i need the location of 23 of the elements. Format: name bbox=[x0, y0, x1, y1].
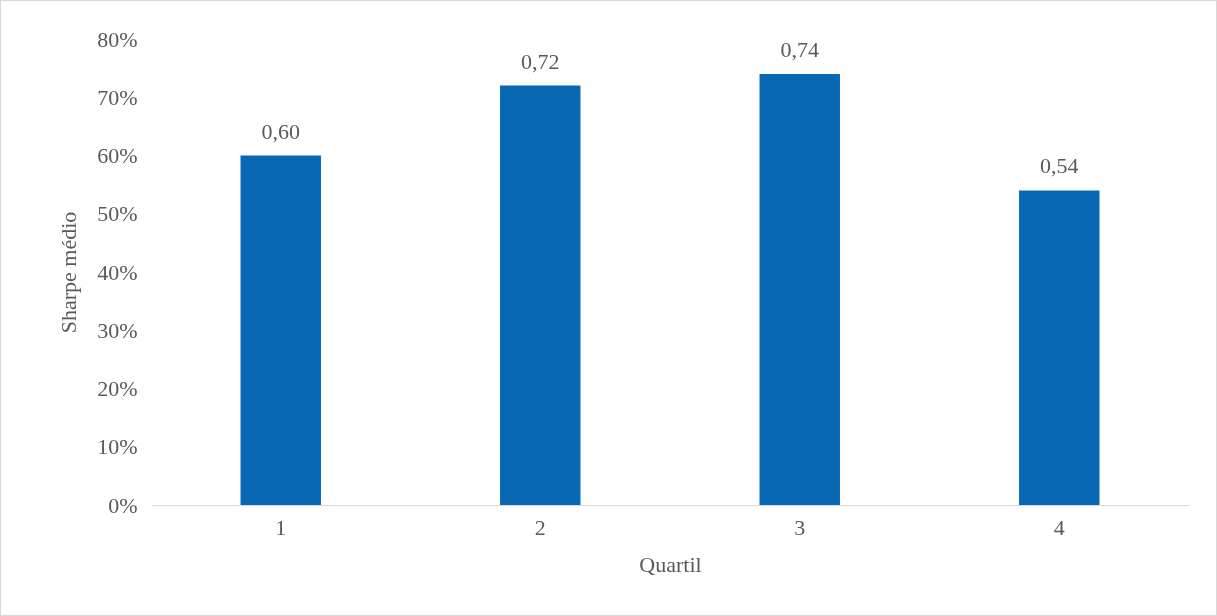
x-tick-label: 4 bbox=[1053, 514, 1065, 540]
bar bbox=[500, 85, 581, 505]
y-axis-title: Sharpe médio bbox=[56, 211, 82, 334]
y-tick-label: 0% bbox=[108, 492, 138, 518]
y-tick-label: 60% bbox=[97, 143, 138, 168]
y-tick-label: 20% bbox=[97, 376, 138, 401]
data-label: 0,60 bbox=[261, 118, 300, 144]
y-tick-label: 70% bbox=[97, 84, 138, 110]
data-label: 0,54 bbox=[1040, 153, 1079, 179]
data-label: 0,72 bbox=[521, 48, 560, 74]
y-tick-label: 10% bbox=[97, 434, 138, 460]
data-label: 0,74 bbox=[780, 36, 819, 62]
bar bbox=[759, 73, 840, 505]
y-tick-label: 30% bbox=[97, 317, 138, 343]
y-tick-label: 80% bbox=[97, 26, 138, 52]
y-tick-label: 40% bbox=[97, 259, 138, 285]
x-tick-label: 3 bbox=[794, 514, 806, 540]
bar bbox=[240, 155, 321, 505]
x-tick-label: 2 bbox=[534, 514, 546, 540]
y-tick-label: 50% bbox=[97, 201, 138, 227]
bar bbox=[1019, 190, 1100, 505]
x-axis-title: Quartil bbox=[639, 551, 702, 577]
x-tick-label: 1 bbox=[275, 514, 287, 540]
